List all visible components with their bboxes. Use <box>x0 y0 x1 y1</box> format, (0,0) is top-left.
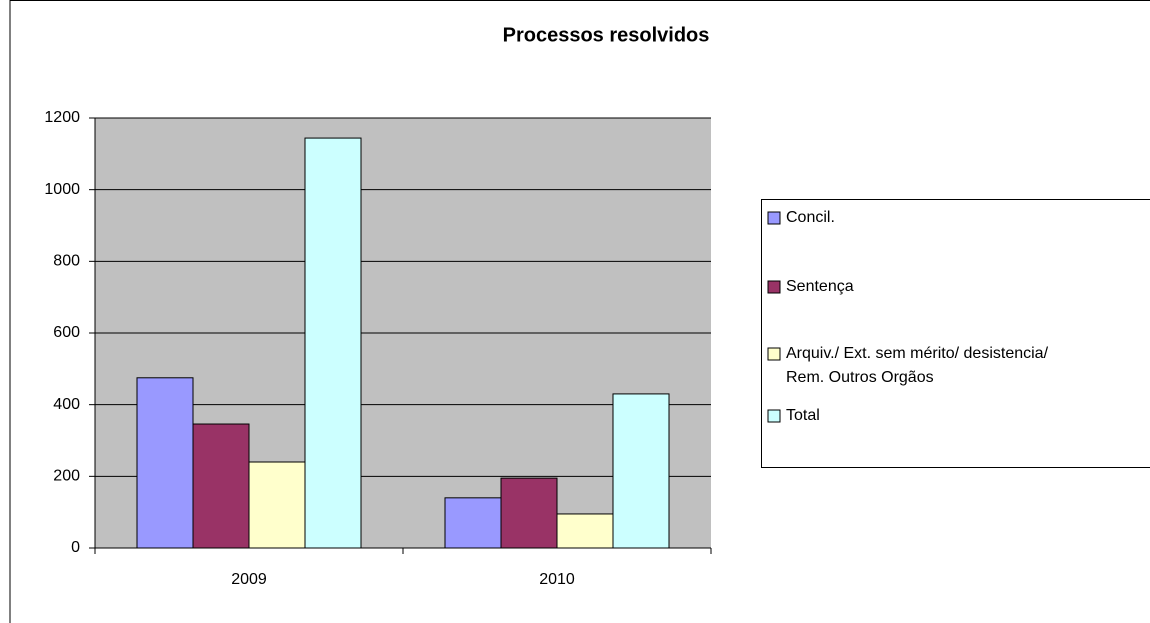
legend-box <box>761 199 1150 468</box>
bar <box>500 477 558 549</box>
bar <box>192 423 250 549</box>
legend-label: Concil. <box>786 209 835 226</box>
x-tick-label: 2009 <box>231 571 267 588</box>
bar <box>304 137 362 549</box>
y-tick-label: 400 <box>53 396 80 413</box>
legend-label: Total <box>786 407 820 424</box>
legend-label: Arquiv./ Ext. sem mérito/ desistencia/ R… <box>786 345 1052 386</box>
legend-line: Rem. Outros Orgãos <box>786 369 934 386</box>
legend-line: Arquiv./ Ext. sem mérito/ desistencia/ <box>786 345 1052 362</box>
y-tick-label: 1200 <box>44 109 80 126</box>
legend-label: Sentença <box>786 278 854 295</box>
legend-swatch <box>767 347 781 361</box>
legend-swatch <box>767 280 781 294</box>
y-tick-label: 200 <box>53 468 80 485</box>
bar <box>612 393 670 549</box>
chart-title: Processos resolvidos <box>503 24 710 46</box>
bar <box>444 497 502 549</box>
y-tick-label: 600 <box>53 324 80 341</box>
bar <box>556 513 614 549</box>
y-tick-label: 0 <box>71 539 80 556</box>
bar <box>248 461 306 549</box>
bar <box>136 377 194 549</box>
y-tick-label: 1000 <box>44 181 80 198</box>
legend-swatch <box>767 211 781 225</box>
legend-swatch <box>767 409 781 423</box>
y-tick-label: 800 <box>53 253 80 270</box>
x-tick-label: 2010 <box>539 571 575 588</box>
